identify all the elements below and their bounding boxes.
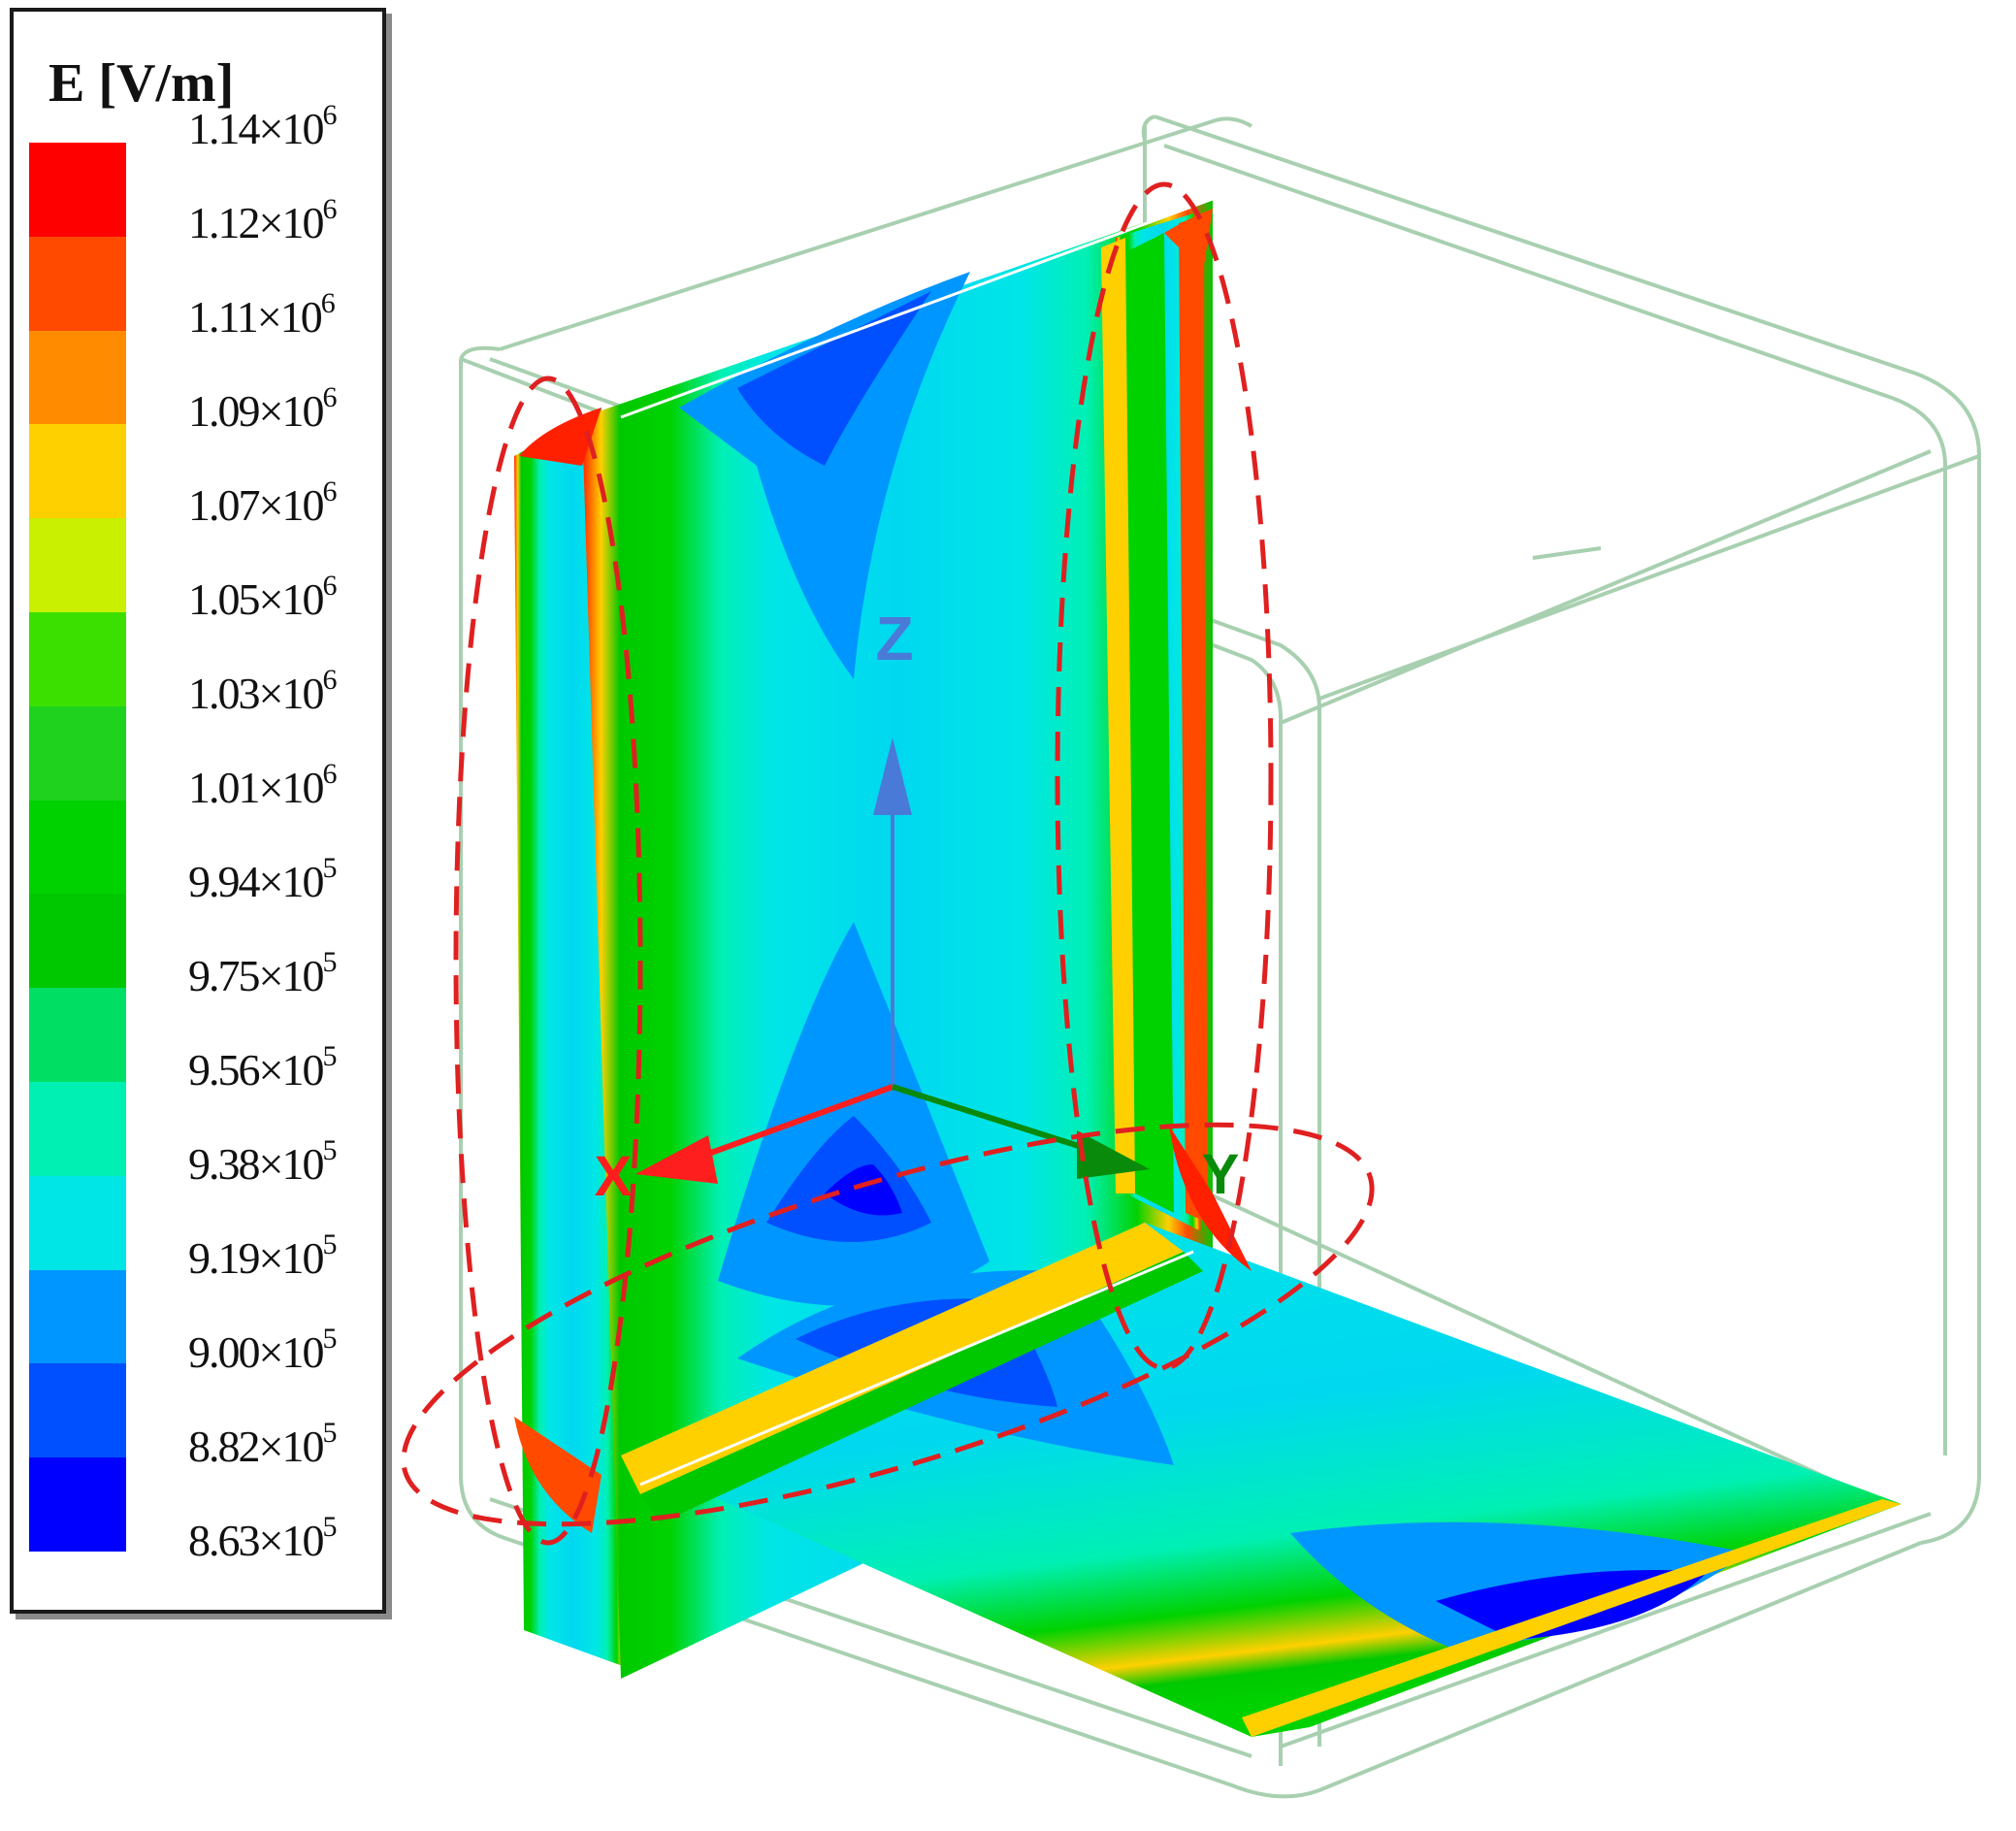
highlight-regions — [401, 181, 1375, 1546]
scale-tick-label: 9.75×105 — [188, 946, 338, 1000]
scale-tick-label: 1.11×106 — [188, 287, 336, 342]
color-band — [29, 1081, 126, 1176]
legend-title: E [V/m] — [49, 53, 235, 114]
color-scale-legend: E [V/m] 1.14×106 1.12×106 1.11×106 1.09×106… — [10, 8, 386, 1614]
left-corner-highlight — [453, 376, 643, 1546]
color-band — [29, 1363, 126, 1458]
color-band — [29, 1175, 126, 1270]
floor-corner-highlight — [401, 1122, 1375, 1527]
scale-tick-label: 9.94×105 — [188, 852, 338, 906]
scale-tick-label: 8.63×105 — [188, 1511, 338, 1565]
y-axis-arrowhead — [1077, 1130, 1150, 1179]
color-band — [29, 705, 126, 801]
scale-tick-label: 1.09×106 — [188, 381, 338, 436]
color-band — [29, 330, 126, 425]
scale-tick-label: 1.12×106 — [188, 193, 338, 247]
z-axis-label: Z — [875, 604, 913, 673]
scale-tick-label: 1.07×106 — [188, 475, 338, 530]
color-band — [29, 1269, 126, 1364]
z-axis-arrowhead — [873, 737, 912, 815]
color-band — [29, 894, 126, 989]
scale-tick-label: 1.03×106 — [188, 664, 338, 718]
x-axis-label: X — [595, 1145, 633, 1208]
floor-contours — [621, 1223, 1902, 1737]
scale-tick-label: 8.82×105 — [188, 1417, 338, 1471]
color-band — [29, 611, 126, 706]
color-band — [29, 143, 126, 237]
y-axis-label: Y — [1202, 1143, 1240, 1206]
scale-tick-label: 9.38×105 — [188, 1134, 338, 1189]
scale-tick-label: 1.14×106 — [188, 99, 338, 153]
color-band — [29, 424, 126, 519]
color-band — [29, 518, 126, 612]
color-band — [29, 236, 126, 331]
color-band — [29, 988, 126, 1082]
color-band — [29, 800, 126, 895]
scale-tick-label: 1.05×106 — [188, 570, 338, 624]
scale-tick-label: 9.00×105 — [188, 1323, 338, 1377]
color-band — [29, 1457, 126, 1552]
right-corner-highlight — [1055, 181, 1274, 1371]
scale-tick-label: 9.56×105 — [188, 1040, 338, 1095]
scale-tick-label: 1.01×106 — [188, 758, 338, 812]
scale-tick-label: 9.19×105 — [188, 1228, 338, 1283]
x-axis-arrowhead — [635, 1135, 718, 1184]
color-scale-bar — [29, 143, 126, 1552]
coordinate-triad: Z X Y — [595, 604, 1240, 1208]
